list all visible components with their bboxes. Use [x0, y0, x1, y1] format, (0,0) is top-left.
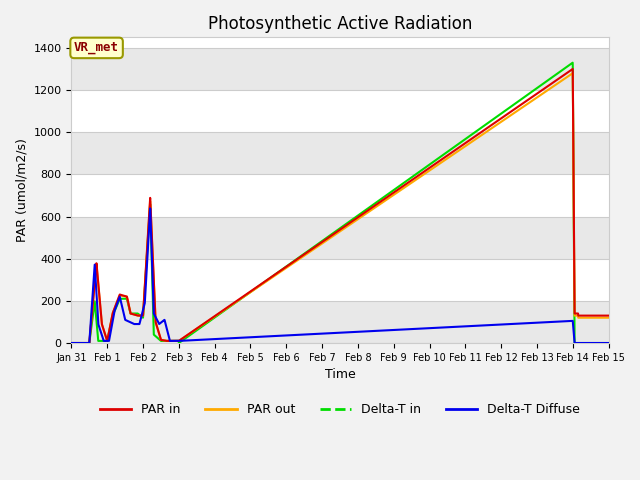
Bar — [72, 132, 609, 174]
X-axis label: Time: Time — [324, 368, 355, 381]
Bar — [72, 301, 609, 343]
Text: VR_met: VR_met — [74, 41, 119, 54]
Y-axis label: PAR (umol/m2/s): PAR (umol/m2/s) — [15, 138, 28, 242]
Title: Photosynthetic Active Radiation: Photosynthetic Active Radiation — [208, 15, 472, 33]
Bar — [72, 48, 609, 90]
Bar — [72, 216, 609, 259]
Legend: PAR in, PAR out, Delta-T in, Delta-T Diffuse: PAR in, PAR out, Delta-T in, Delta-T Dif… — [95, 398, 586, 421]
